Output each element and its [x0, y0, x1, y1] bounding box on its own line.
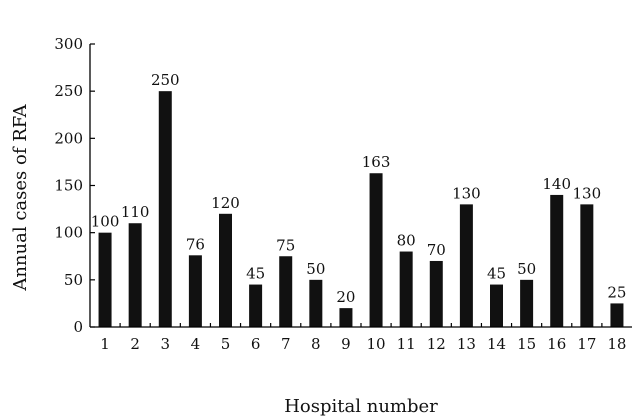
x-tick-label: 3 [161, 335, 171, 353]
bars-group [98, 91, 624, 328]
y-tick-label: 300 [54, 35, 83, 53]
bar [309, 279, 323, 327]
y-tick-label: 0 [73, 318, 83, 336]
x-tick-label: 17 [577, 335, 596, 353]
x-tick-label: 16 [547, 335, 566, 353]
data-label: 163 [362, 153, 391, 171]
bar [459, 204, 473, 327]
data-label: 250 [151, 71, 180, 89]
x-tick-label: 4 [191, 335, 201, 353]
x-tick-label: 18 [607, 335, 626, 353]
data-label: 140 [542, 175, 571, 193]
x-tick-label: 10 [367, 335, 386, 353]
x-tick-label: 11 [397, 335, 416, 353]
x-tick-label: 7 [281, 335, 291, 353]
y-axis-label: Annual cases of RFA [10, 103, 31, 291]
bar [369, 173, 383, 327]
data-label: 75 [276, 236, 295, 254]
x-tick-label: 13 [457, 335, 476, 353]
bar [610, 303, 624, 327]
y-tick-label: 200 [54, 129, 83, 147]
data-label: 50 [306, 260, 325, 278]
bar [339, 308, 353, 327]
data-label: 120 [211, 194, 240, 212]
bar [249, 284, 263, 327]
bar [158, 91, 172, 328]
data-label: 130 [452, 184, 481, 202]
x-tick-label: 5 [221, 335, 231, 353]
bar [399, 251, 413, 327]
x-tick-label: 14 [487, 335, 506, 353]
y-tick-label: 250 [54, 82, 83, 100]
x-tick-label: 15 [517, 335, 536, 353]
bar [188, 255, 202, 327]
data-label: 130 [573, 184, 602, 202]
y-tick-label: 150 [54, 177, 83, 195]
bar [429, 260, 443, 327]
x-axis-label: Hospital number [284, 396, 438, 417]
x-tick-label: 6 [251, 335, 261, 353]
data-label: 70 [427, 241, 446, 259]
data-label: 110 [121, 203, 150, 221]
bar [550, 194, 564, 327]
data-label: 100 [91, 213, 120, 231]
data-label: 20 [336, 288, 355, 306]
bar [520, 279, 534, 327]
y-ticks-group: 0 50 100 150 200 250 300 [54, 35, 95, 336]
y-tick-label: 50 [64, 271, 83, 289]
x-tick-label: 8 [311, 335, 321, 353]
bar [219, 213, 232, 327]
bar [490, 284, 503, 327]
data-label: 45 [487, 265, 506, 283]
bar [128, 223, 142, 327]
data-label: 80 [397, 232, 416, 250]
x-tick-label: 2 [130, 335, 140, 353]
data-label: 25 [607, 283, 626, 301]
data-label: 76 [186, 235, 205, 253]
x-tick-label: 12 [427, 335, 446, 353]
bar [279, 256, 293, 327]
y-tick-label: 100 [54, 224, 83, 242]
x-tick-label: 1 [100, 335, 110, 353]
x-tick-label: 9 [341, 335, 351, 353]
bar [580, 204, 594, 327]
data-label: 50 [517, 260, 536, 278]
x-ticks-group: 1 2 3 4 5 6 7 8 9 10 11 12 13 14 15 16 17 18 [100, 323, 626, 353]
data-label: 45 [246, 265, 265, 283]
bar [98, 232, 112, 327]
